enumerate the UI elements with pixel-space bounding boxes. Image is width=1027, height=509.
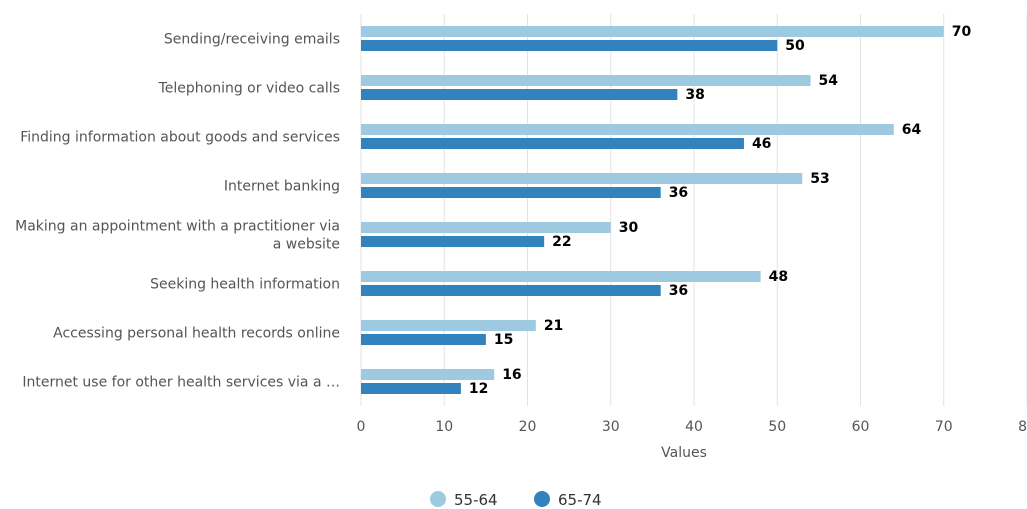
data-label: 64 xyxy=(902,122,922,138)
legend-label: 55-64 xyxy=(454,491,498,509)
data-label: 22 xyxy=(552,234,571,250)
data-label: 30 xyxy=(619,220,639,236)
bar-65-74-6[interactable] xyxy=(361,334,486,345)
x-tick-label: 80 xyxy=(1018,419,1027,435)
bar-55-64-7[interactable] xyxy=(361,369,495,380)
x-tick-labels: 0 10 20 30 40 50 60 70 80 xyxy=(357,419,1027,435)
data-label: 48 xyxy=(769,269,788,285)
x-tick-label: 20 xyxy=(519,419,537,435)
legend-item-65-74[interactable]: 65-74 xyxy=(534,491,602,509)
bar-55-64-5[interactable] xyxy=(361,271,761,282)
grid-lines xyxy=(360,14,1027,406)
bar-55-64-1[interactable] xyxy=(361,75,811,86)
data-label: 15 xyxy=(494,332,513,348)
x-tick-label: 10 xyxy=(435,419,453,435)
bar-55-64-4[interactable] xyxy=(361,222,611,233)
data-label: 54 xyxy=(819,73,839,89)
category-label: Sending/receiving emails xyxy=(164,32,340,48)
category-label: Making an appointment with a practitione… xyxy=(15,219,340,253)
bar-55-64-0[interactable] xyxy=(361,26,944,37)
legend-item-55-64[interactable]: 55-64 xyxy=(430,491,498,509)
bar-55-64-2[interactable] xyxy=(361,124,894,135)
x-tick-label: 70 xyxy=(935,419,953,435)
legend-marker xyxy=(534,491,550,507)
x-tick-label: 30 xyxy=(602,419,620,435)
category-label: Internet banking xyxy=(224,179,340,195)
data-label: 16 xyxy=(502,367,521,383)
data-label: 38 xyxy=(685,87,704,103)
bar-65-74-0[interactable] xyxy=(361,40,778,51)
x-tick-label: 50 xyxy=(768,419,786,435)
legend-label: 65-74 xyxy=(558,491,602,509)
category-label: Seeking health information xyxy=(150,277,340,293)
x-axis-title: Values xyxy=(661,445,707,461)
category-label: Telephoning or video calls xyxy=(158,81,340,97)
bar-65-74-1[interactable] xyxy=(361,89,678,100)
bar-65-74-2[interactable] xyxy=(361,138,744,149)
category-labels: Sending/receiving emails Telephoning or v… xyxy=(15,32,340,391)
x-tick-label: 40 xyxy=(685,419,703,435)
bar-55-64-6[interactable] xyxy=(361,320,536,331)
data-label: 36 xyxy=(669,185,688,201)
data-label: 50 xyxy=(785,38,805,54)
legend-marker xyxy=(430,491,446,507)
data-label: 46 xyxy=(752,136,771,152)
category-label: Finding information about goods and serv… xyxy=(20,130,340,146)
bar-65-74-3[interactable] xyxy=(361,187,661,198)
bar-65-74-5[interactable] xyxy=(361,285,661,296)
bar-65-74-7[interactable] xyxy=(361,383,461,394)
x-tick-label: 60 xyxy=(852,419,870,435)
data-label: 12 xyxy=(469,381,488,397)
category-label: Internet use for other health services v… xyxy=(22,375,340,391)
data-label: 70 xyxy=(952,24,972,40)
bar-65-74-4[interactable] xyxy=(361,236,545,247)
legend[interactable]: 55-64 65-74 xyxy=(430,491,602,509)
data-label: 36 xyxy=(669,283,688,299)
data-label: 21 xyxy=(544,318,563,334)
category-label: Accessing personal health records online xyxy=(53,326,340,342)
bar-55-64-3[interactable] xyxy=(361,173,803,184)
bars-group: 70 54 64 53 30 48 21 16 50 38 46 36 22 36 15 12 xyxy=(361,24,971,397)
data-label: 53 xyxy=(810,171,829,187)
x-tick-label: 0 xyxy=(357,419,366,435)
